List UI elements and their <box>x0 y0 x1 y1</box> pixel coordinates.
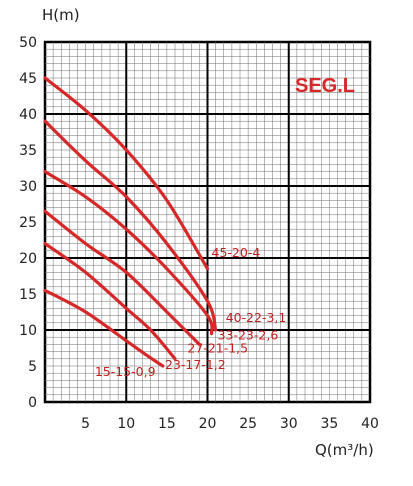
y-tick-label: 5 <box>28 359 37 375</box>
y-axis-title: H(m) <box>42 6 80 24</box>
series-curve <box>43 170 214 336</box>
x-tick-label: 15 <box>158 416 176 432</box>
series-label: 45-20-4 <box>212 245 261 260</box>
y-tick-label: 20 <box>19 251 37 267</box>
x-tick-label: 10 <box>117 416 135 432</box>
x-tick-label: 30 <box>280 416 298 432</box>
series-curve <box>43 119 218 332</box>
y-tick-label: 30 <box>19 179 37 195</box>
series-badge: SEG.L <box>295 75 355 97</box>
curve-labels: 45-20-4 40-22-3,1 33-23-2,627-21-1,5 23-17-… <box>95 245 287 379</box>
x-tick-label: 40 <box>361 416 379 432</box>
x-tick-label: 5 <box>81 416 90 432</box>
series-label: 40-22-3,1 <box>226 310 287 325</box>
series-curve <box>43 76 210 271</box>
y-tick-labels: 0 5 10 15 20 25 30 35 40 45 50 <box>19 35 37 411</box>
y-tick-label: 35 <box>19 143 37 159</box>
grid <box>43 40 372 404</box>
x-axis-title: Q(m³/h) <box>315 441 374 459</box>
series-curve <box>43 288 165 368</box>
y-tick-label: 0 <box>28 395 37 411</box>
y-tick-label: 45 <box>19 71 37 87</box>
y-tick-label: 15 <box>19 287 37 303</box>
x-tick-label: 25 <box>239 416 257 432</box>
series-label: 23-17-1,2 <box>165 357 226 372</box>
x-tick-label: 20 <box>199 416 217 432</box>
x-tick-label: 35 <box>320 416 338 432</box>
series-curve <box>43 242 177 361</box>
x-tick-labels: 5 10 15 20 25 30 35 40 <box>81 416 379 432</box>
series-label: 33-23-2,6 <box>218 328 279 343</box>
y-tick-label: 40 <box>19 107 37 123</box>
series-label: 27-21-1,5 <box>187 340 248 355</box>
series-curve <box>43 209 201 346</box>
y-tick-label: 10 <box>19 323 37 339</box>
y-tick-label: 25 <box>19 215 37 231</box>
y-tick-label: 50 <box>19 35 37 51</box>
curves <box>43 76 218 368</box>
series-label: 15-15-0,9 <box>95 364 156 379</box>
